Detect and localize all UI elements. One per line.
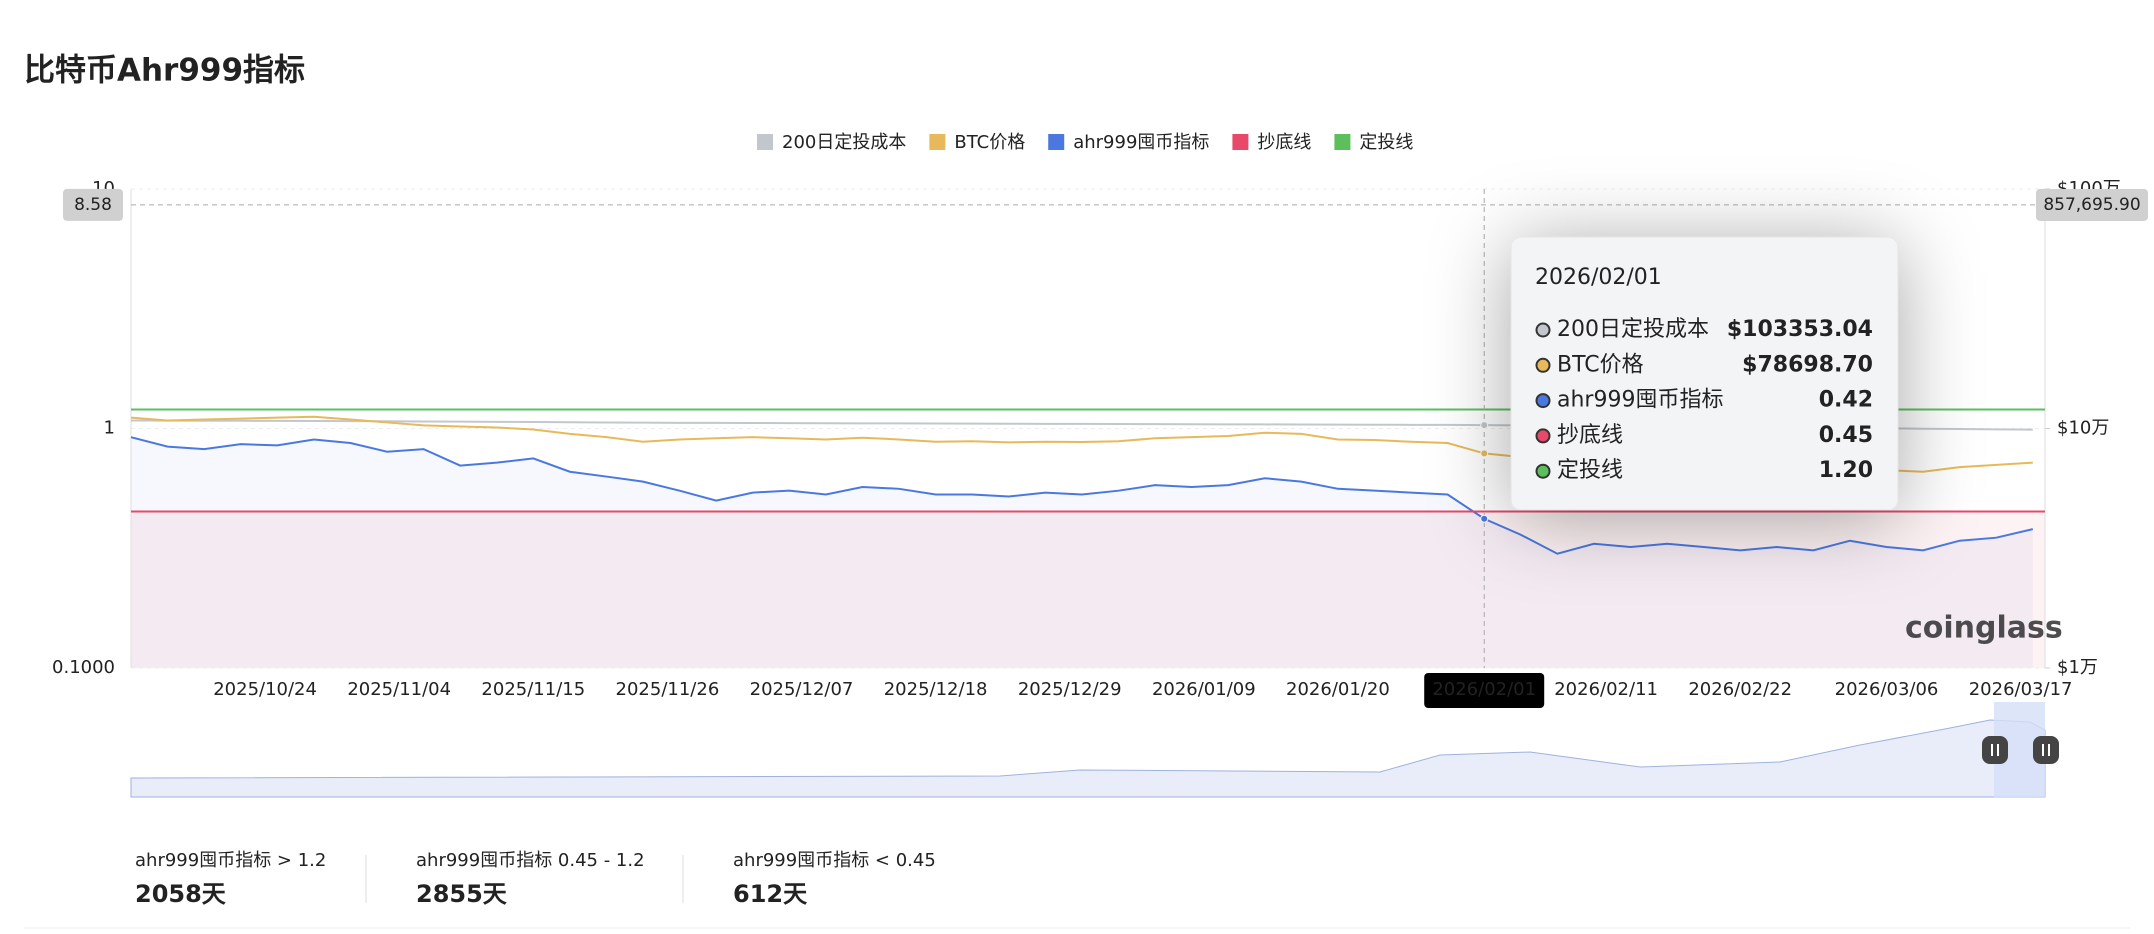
pointer-label: 8.58	[74, 195, 112, 215]
x-tick-label: 2025/10/24	[213, 679, 317, 700]
tooltip: 2026/02/01 200日定投成本 $103353.04 BTC价格 $78698.…	[1510, 236, 1899, 511]
x-tick-label: 2026/02/11	[1554, 679, 1658, 700]
y-tick-label: 0.1000	[52, 657, 115, 678]
stat-value: 2058天	[135, 880, 226, 908]
legend-label: 抄底线	[1257, 132, 1311, 153]
x-tick-label: 2025/11/26	[616, 679, 720, 700]
hover-dot	[1480, 449, 1489, 458]
legend-swatch	[1232, 134, 1249, 150]
tooltip-value: 0.42	[1819, 388, 1873, 413]
x-tick-label: 2025/12/29	[1018, 679, 1122, 700]
y2-tick-label: $10万	[2057, 418, 2109, 439]
legend-label: 200日定投成本	[782, 132, 906, 153]
legend-label: ahr999囤币指标	[1073, 132, 1209, 153]
tooltip-name: ahr999囤币指标	[1557, 388, 1723, 413]
x-tick-label: 2026/03/06	[1835, 679, 1939, 700]
series-line	[130, 436, 2034, 555]
legend: 200日定投成本 BTC价格 ahr999囤币指标 抄底线 定投线	[757, 132, 1413, 153]
x-tick-label: 2026/01/20	[1286, 679, 1390, 700]
legend-swatch	[929, 134, 946, 150]
bottom-zone	[131, 511, 2045, 668]
x-tick-label: 2025/11/04	[347, 679, 451, 700]
legend-swatch	[1048, 134, 1065, 150]
stat-label: ahr999囤币指标 0.45 - 1.2	[416, 850, 645, 871]
stat-label: ahr999囤币指标 < 0.45	[733, 850, 936, 871]
x-tick-label: 2026/02/22	[1688, 679, 1792, 700]
stat-value: 612天	[733, 880, 807, 908]
pointer-label: 857,695.90	[2043, 195, 2140, 215]
y2-tick-label: $1万	[2057, 657, 2098, 678]
watermark: coinglass	[1905, 611, 2063, 646]
tooltip-dot	[1535, 393, 1551, 409]
x-pointer-label-bg	[1424, 673, 1545, 708]
handle-grip	[1991, 744, 2050, 756]
x-tick-label: 2025/12/18	[884, 679, 988, 700]
tooltip-box	[1510, 236, 1899, 511]
chart-title: 比特币Ahr999指标	[24, 53, 305, 89]
hover-dot	[1480, 514, 1489, 523]
tooltip-value: $103353.04	[1727, 317, 1873, 342]
tooltip-name: BTC价格	[1557, 352, 1644, 377]
tooltip-value: 1.20	[1819, 458, 1873, 483]
stat-value: 2855天	[416, 880, 507, 908]
navigator-handle[interactable]	[1982, 736, 2008, 764]
x-tick-label: 2025/12/07	[750, 679, 854, 700]
area	[131, 437, 2033, 668]
x-tick-label: 2026/01/09	[1152, 679, 1256, 700]
legend-swatch	[757, 134, 773, 150]
x-tick-label: 2025/11/15	[481, 679, 585, 700]
tooltip-name: 定投线	[1557, 458, 1623, 483]
navigator	[130, 702, 2059, 798]
tooltip-name: 抄底线	[1557, 423, 1623, 448]
tooltip-dot	[1535, 463, 1551, 479]
pointer-label-bg	[2036, 188, 2148, 221]
x-tick-label: 2026/03/17	[1969, 679, 2073, 700]
legend-label: BTC价格	[954, 132, 1025, 153]
legend-label: 定投线	[1359, 132, 1413, 153]
tooltip-value: $78698.70	[1742, 352, 1873, 377]
tooltip-name: 200日定投成本	[1557, 317, 1709, 342]
legend-swatch	[1334, 134, 1351, 150]
stat-label: ahr999囤币指标 > 1.2	[135, 850, 326, 871]
tooltip-value: 0.45	[1819, 423, 1873, 448]
tooltip-date: 2026/02/01	[1535, 265, 1662, 290]
navigator-handle[interactable]	[2033, 736, 2059, 764]
y-tick-label: 1	[104, 418, 115, 439]
tooltip-dot	[1535, 428, 1551, 444]
x-pointer-label: 2026/02/01	[1432, 679, 1536, 700]
tooltip-dot	[1535, 322, 1551, 338]
hover-dot	[1480, 421, 1489, 430]
tooltip-dot	[1535, 357, 1551, 373]
pointer-label-bg	[63, 188, 123, 221]
